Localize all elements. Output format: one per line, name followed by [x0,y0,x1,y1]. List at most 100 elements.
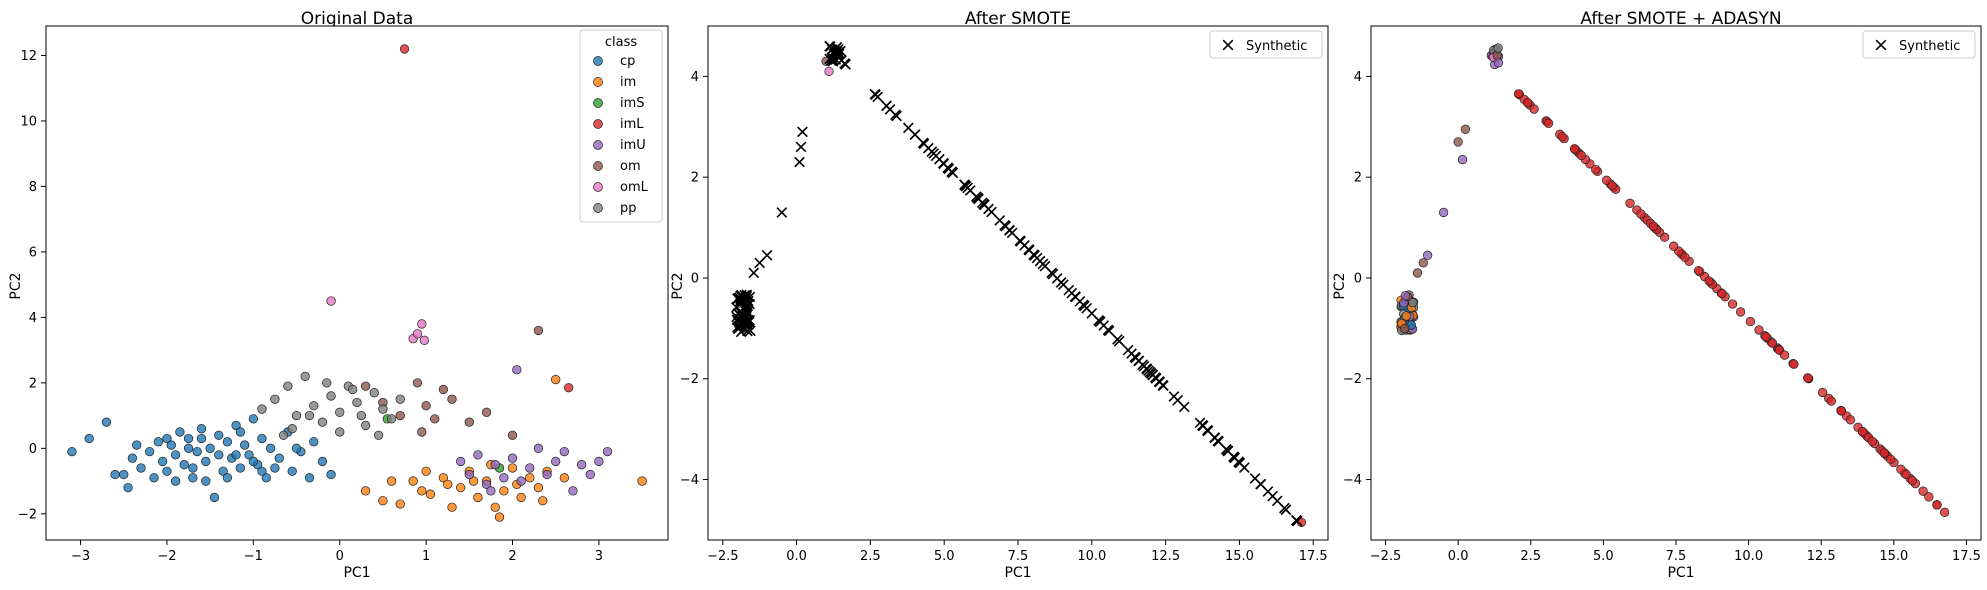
point-cp [257,433,267,444]
x-tick-label: 7.5 [1008,549,1029,564]
panel-original-data: Original Data PC1 PC2 −3 −2 −1 0 1 2 3−2024681… [8,9,669,581]
point-cp [235,463,246,473]
synthetic-point [1228,451,1239,463]
synthetic-point [902,122,914,134]
point-cp [119,469,129,480]
y-tick-label: 0 [691,271,699,286]
point-cp [291,443,302,453]
point-imU [602,446,613,457]
point [1412,268,1423,278]
imL-point [1543,118,1554,128]
synthetic-point [742,295,754,307]
imL-point [1636,209,1646,219]
point [1438,207,1449,218]
point-cp [209,492,220,503]
point-cp [265,443,276,453]
synthetic-point [1197,420,1209,432]
x-tick-label: 5.0 [1593,549,1614,564]
x-tick-label: 2 [508,549,516,564]
point-cp [188,463,198,473]
point-cp [67,446,77,457]
point-im [473,492,483,503]
synthetic-point [1133,355,1145,367]
synthetic-point [917,137,929,149]
axes-frame [1370,25,1982,541]
point-imU [507,453,518,463]
point-om [421,401,431,411]
y-tick-label: 2 [1354,171,1362,186]
point-im [456,482,466,493]
x-tick-label: 10.0 [1077,549,1106,564]
legend-label-pp: pp [620,201,637,216]
point-cp [222,437,233,447]
point-im [395,499,405,509]
point-cp [188,473,198,483]
x-tick-label: 3 [595,549,603,564]
point-cp [84,433,94,444]
marks [1396,43,1950,517]
imL-point [1648,221,1659,231]
x-tick-label: −2.5 [1370,549,1402,564]
point-om [395,410,405,421]
synthetic-point [833,47,844,58]
point-cp [136,463,146,473]
x-tick-label: 12.5 [1807,549,1836,564]
panel-after-smote-adasyn: After SMOTE + ADASYN PC1 PC2 −2.5 0.0 2.5 5… [1332,9,1982,581]
point-imU [481,479,492,489]
legend-marker-cp [593,56,603,66]
synthetic-point [742,316,754,328]
imL-point [1879,448,1889,458]
imL-point [1591,164,1601,175]
y-tick-label: 2 [691,171,699,186]
point-omL [412,329,423,339]
point-cp [309,437,319,447]
point-cp [218,466,228,476]
y-tick-label: 2 [29,376,37,391]
point-cp [175,427,185,437]
point-im [360,486,371,496]
y-axis-label: PC2 [670,272,686,299]
x-tick-label: −2 [157,549,176,564]
point-cp [166,440,176,450]
x-tick-label: 15.0 [1879,549,1908,564]
point-imU [456,456,466,467]
imL-point [1886,454,1896,464]
point-im [494,512,505,522]
x-tick-label: 17.5 [1299,549,1328,564]
legend-box [1862,30,1976,59]
imL-point [1918,486,1928,496]
point-imU [490,460,500,470]
imL-point [1924,492,1934,502]
point-pp [356,410,366,421]
synthetic-point [1034,255,1046,267]
point-om [360,381,371,391]
point-cp [205,443,215,453]
point-im [421,466,431,476]
synthetic-point [741,318,753,329]
chart-title: Original Data [301,9,414,29]
point-om [464,417,474,427]
point-cp [248,414,258,424]
point [1453,137,1463,147]
imL-point [1523,98,1533,108]
legend-label-im: im [620,75,636,90]
y-tick-label: −2 [18,507,37,522]
cluster-point [1400,324,1410,334]
point-im [538,496,548,506]
imL-point [1693,265,1704,276]
point-cp [214,450,224,460]
synthetic-point [734,313,746,325]
legend-marker-imL [593,119,603,129]
imL-point [1569,144,1580,154]
legend-label-omL: omL [620,180,649,195]
point-pp [352,397,362,408]
point-omL [326,296,336,306]
point-pp [257,404,267,414]
legend-marker-synthetic [1875,39,1887,51]
y-tick-label: 0 [29,442,37,457]
synthetic-point [928,148,940,159]
y-tick-label: 12 [20,49,37,64]
point-im [525,473,535,483]
point-im [533,482,544,493]
